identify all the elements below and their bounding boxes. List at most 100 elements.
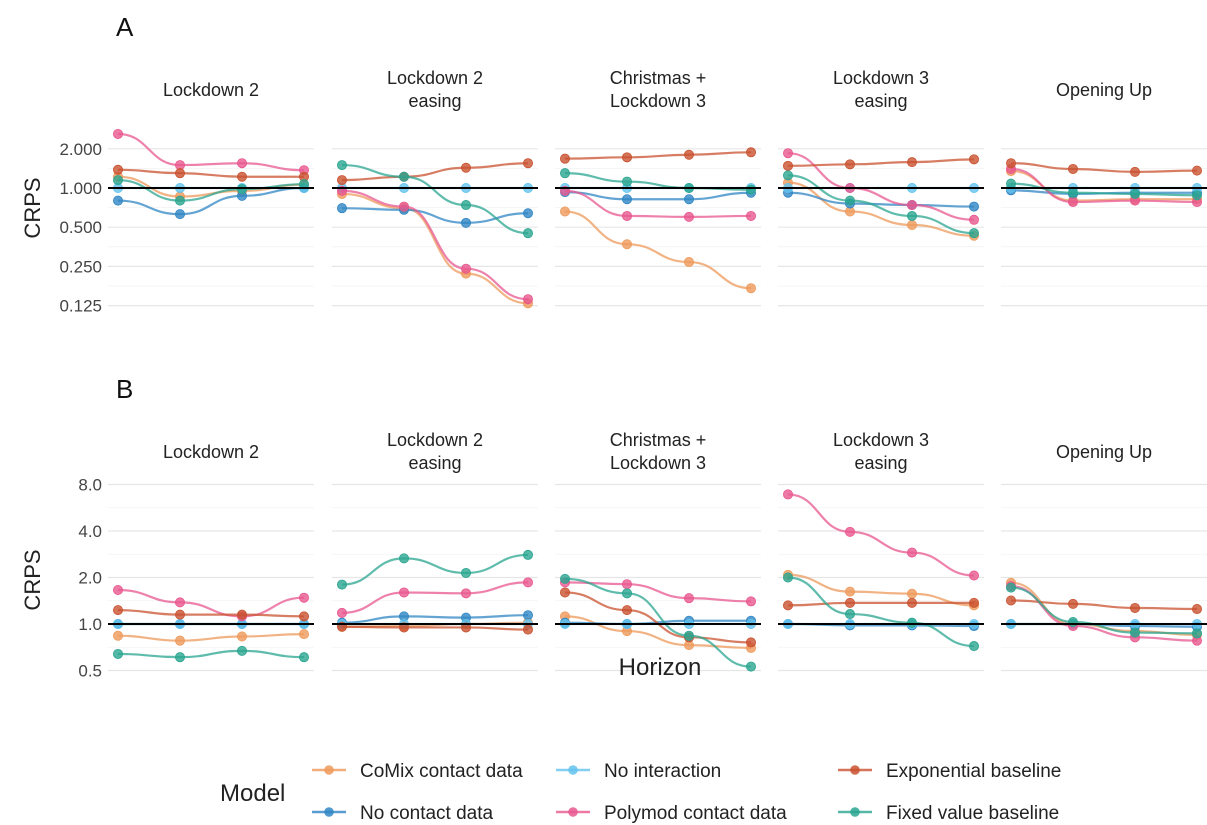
legend-item-no-contact-data: No contact data	[312, 803, 494, 824]
y-tick-label: 1.000	[59, 179, 102, 198]
data-point-exponential-baseline	[523, 158, 534, 169]
data-point-exponential-baseline	[523, 624, 534, 635]
data-point-exponential-baseline	[622, 605, 633, 616]
series-line-fixed-value-baseline	[787, 174, 975, 235]
facet-title: Lockdown 2	[163, 442, 259, 462]
series-line-exponential-baseline	[341, 625, 529, 631]
facet-title: Lockdown 3 easing	[833, 430, 929, 473]
series-line-fixed-value-baseline	[117, 178, 305, 202]
data-point-fixed-value-baseline	[1068, 617, 1079, 628]
y-tick-label: 2.000	[59, 140, 102, 159]
y-axis-title: CRPS	[20, 177, 45, 238]
data-point-exponential-baseline	[398, 622, 409, 633]
series-line-exponential-baseline	[787, 601, 974, 607]
legend-item-exponential-baseline: Exponential baseline	[838, 761, 1061, 782]
y-tick-label: 0.5	[78, 662, 102, 681]
series-line-fixed-value-baseline	[787, 576, 975, 648]
facet-title: Lockdown 3 easing	[833, 68, 929, 111]
data-point-exponential-baseline	[746, 147, 757, 158]
data-point-exponential-baseline	[1192, 604, 1203, 615]
data-point-polymod-contact-data	[523, 294, 534, 305]
series-line-fixed-value-baseline	[117, 649, 305, 659]
series-line-no-contact-data	[117, 186, 305, 216]
panel-b: B CRPS 0.5 1.0 2.0 4.0 8.0 Lockdown 2 Lockdown 2…	[20, 374, 1207, 681]
facet-title: Opening Up	[1056, 442, 1152, 462]
facet-lockdown-2: Lockdown 2	[108, 442, 314, 672]
data-point-exponential-baseline	[460, 162, 471, 173]
series-line-fixed-value-baseline	[341, 163, 529, 235]
facet-opening-up: Opening Up	[1001, 442, 1207, 672]
data-point-fixed-value-baseline	[622, 176, 633, 187]
data-point-exponential-baseline	[560, 587, 571, 598]
data-point-exponential-baseline	[236, 609, 247, 620]
data-point-polymod-contact-data	[783, 148, 794, 159]
y-axis-title: CRPS	[20, 549, 45, 610]
data-point-exponential-baseline	[460, 622, 471, 633]
data-point-fixed-value-baseline	[398, 553, 409, 564]
facet-title: Opening Up	[1056, 80, 1152, 100]
legend-label: CoMix contact data	[360, 761, 523, 782]
series-line-polymod-contact-data	[1010, 167, 1198, 204]
data-point-polymod-contact-data	[398, 201, 409, 212]
series-line-comix-contact-data	[564, 210, 752, 290]
data-point-fixed-value-baseline	[113, 648, 124, 659]
data-point-polymod-contact-data	[460, 588, 471, 599]
series-line-exponential-baseline	[117, 168, 304, 178]
data-point-polymod-contact-data	[460, 263, 471, 274]
data-point-polymod-contact-data	[969, 214, 980, 225]
y-tick-label: 2.0	[78, 569, 102, 588]
data-point-fixed-value-baseline	[1130, 627, 1141, 638]
data-point-polymod-contact-data	[783, 489, 794, 500]
data-point-fixed-value-baseline	[398, 171, 409, 182]
legend-label: No contact data	[360, 803, 494, 824]
data-point-exponential-baseline	[1192, 165, 1203, 176]
data-point-no-contact-data	[460, 217, 471, 228]
facet-title: Lockdown 2	[163, 80, 259, 100]
data-point-exponential-baseline	[1130, 166, 1141, 177]
facet-lockdown-2-easing: Lockdown 2 easing	[332, 430, 538, 672]
data-point-exponential-baseline	[560, 153, 571, 164]
data-point-exponential-baseline	[684, 149, 695, 160]
data-point-exponential-baseline	[336, 175, 347, 186]
data-point-fixed-value-baseline	[1068, 187, 1079, 198]
data-point-polymod-contact-data	[336, 607, 347, 618]
y-tick-label: 1.0	[78, 615, 102, 634]
data-point-exponential-baseline	[174, 609, 185, 620]
facet-title: Lockdown 2 easing	[387, 68, 483, 111]
legend-item-comix-contact-data: CoMix contact data	[312, 761, 523, 782]
data-point-fixed-value-baseline	[783, 170, 794, 181]
data-point-comix-contact-data	[746, 283, 757, 294]
data-point-fixed-value-baseline	[336, 579, 347, 590]
data-point-no-contact-data	[969, 201, 980, 212]
series-line-polymod-contact-data	[787, 152, 975, 221]
y-tick-label: 0.250	[59, 257, 102, 276]
y-tick-label: 8.0	[78, 476, 102, 495]
data-point-fixed-value-baseline	[113, 175, 124, 186]
data-point-exponential-baseline	[1068, 163, 1079, 174]
series-line-fixed-value-baseline	[564, 577, 752, 668]
data-point-polymod-contact-data	[746, 210, 757, 221]
data-point-polymod-contact-data	[523, 577, 534, 588]
data-point-polymod-contact-data	[907, 547, 918, 558]
data-point-fixed-value-baseline	[1192, 628, 1203, 639]
data-point-exponential-baseline	[113, 605, 124, 616]
series-line-exponential-baseline	[341, 162, 529, 182]
series-line-polymod-contact-data	[117, 132, 305, 172]
data-point-polymod-contact-data	[174, 597, 185, 608]
data-point-exponential-baseline	[907, 157, 918, 168]
data-point-polymod-contact-data	[113, 585, 124, 596]
data-point-exponential-baseline	[845, 159, 856, 170]
series-line-exponential-baseline	[117, 609, 305, 618]
facet-title: Christmas + Lockdown 3	[610, 68, 707, 111]
data-point-polymod-contact-data	[298, 592, 309, 603]
data-point-fixed-value-baseline	[460, 567, 471, 578]
data-point-fixed-value-baseline	[336, 160, 347, 171]
data-point-fixed-value-baseline	[684, 630, 695, 641]
data-point-polymod-contact-data	[969, 570, 980, 581]
data-point-fixed-value-baseline	[845, 609, 856, 620]
data-point-polymod-contact-data	[684, 593, 695, 604]
data-point-no-contact-data	[622, 194, 633, 205]
data-point-polymod-contact-data	[236, 158, 247, 169]
data-point-no-contact-data	[523, 610, 534, 621]
